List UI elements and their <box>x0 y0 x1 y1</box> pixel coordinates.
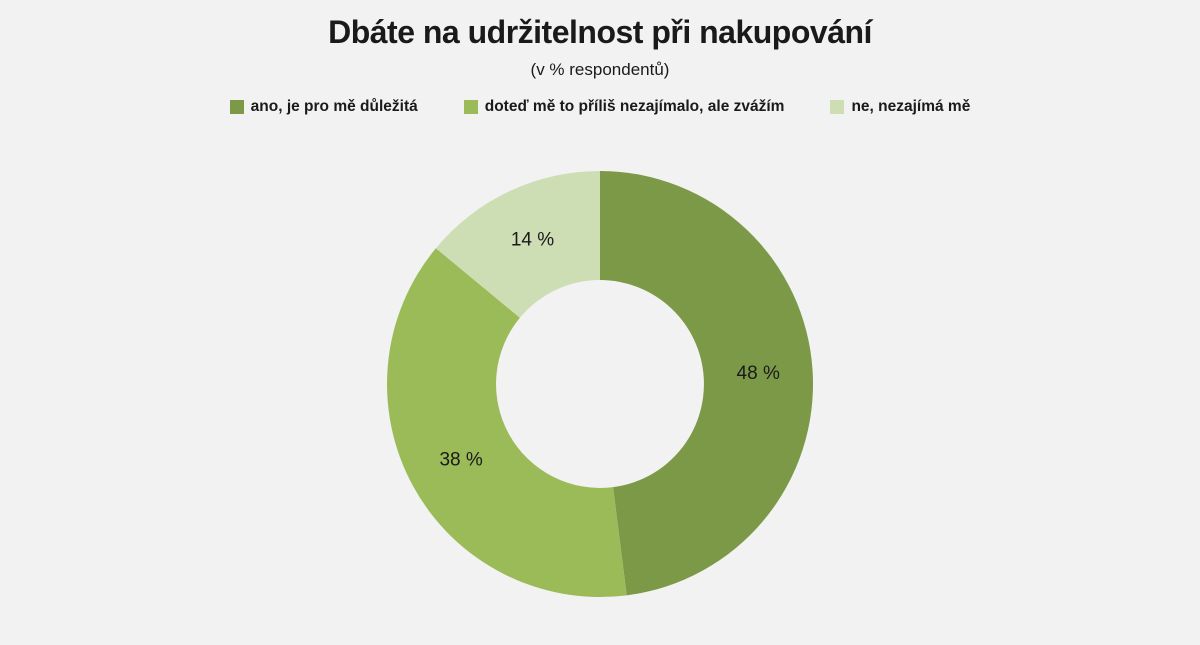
legend-swatch-icon <box>229 100 244 114</box>
legend-swatch-icon <box>463 100 478 114</box>
donut-slice-2 <box>435 171 600 318</box>
legend-item-0: ano, je pro mě důležitá <box>229 98 418 116</box>
chart-legend: ano, je pro mě důležitá doteď mě to příli… <box>0 98 1200 116</box>
donut-chart: 48 % 38 % 14 % <box>380 164 820 604</box>
legend-item-1: doteď mě to příliš nezajímalo, ale zváží… <box>463 98 785 116</box>
slice-data-label-1: 38 % <box>439 449 482 470</box>
donut-slice-0 <box>600 171 814 596</box>
legend-label: ano, je pro mě důležitá <box>250 98 418 115</box>
slice-data-label-2: 14 % <box>511 230 554 251</box>
legend-label: doteď mě to příliš nezajímalo, ale zváží… <box>484 98 785 115</box>
legend-item-2: ne, nezajímá mě <box>830 98 970 116</box>
legend-label: ne, nezajímá mě <box>851 98 971 115</box>
donut-slice-1 <box>387 248 627 597</box>
chart-title: Dbáte na udržitelnost při nakupování <box>328 14 872 50</box>
slice-data-label-0: 48 % <box>737 363 780 384</box>
donut-svg: 48 % 38 % 14 % <box>387 171 814 597</box>
chart-subtitle: (v % respondentů) <box>530 60 670 79</box>
legend-swatch-icon <box>830 100 845 114</box>
